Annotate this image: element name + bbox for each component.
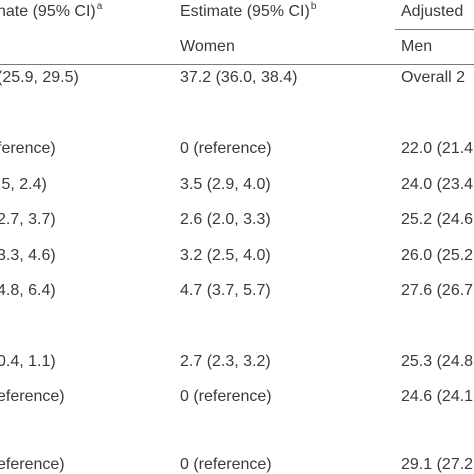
table-cell: 0 (reference) — [180, 140, 272, 157]
column-header-text: nate (95% CI) — [0, 3, 96, 20]
table-header-rule — [0, 64, 474, 65]
table-cell: 3.3, 4.6) — [0, 247, 56, 264]
table-cell: 3.5 (2.9, 4.0) — [180, 176, 271, 193]
column-header-text: Estimate (95% CI) — [180, 3, 310, 20]
subheader-men: Men — [401, 38, 433, 55]
table-cell: 2.7, 3.7) — [0, 211, 56, 228]
column-header-estimate-a: nate (95% CI)a — [0, 1, 103, 23]
table-cell: 25.2 (24.6 — [401, 211, 474, 228]
table-cell: eference) — [0, 456, 65, 473]
table-cell: 37.2 (36.0, 38.4) — [180, 69, 298, 86]
table-cell: 26.0 (25.2 — [401, 247, 474, 264]
table-cell: .5, 2.4) — [0, 176, 47, 193]
table-cell: 27.6 (26.7 — [401, 282, 474, 299]
table-cell: 0 (reference) — [180, 388, 272, 405]
table-cell: 0.4, 1.1) — [0, 353, 56, 370]
footnote-marker: a — [96, 1, 103, 12]
table-cell: 29.1 (27.2 — [401, 456, 474, 473]
table-cell: 25.3 (24.8 — [401, 353, 474, 370]
table-cell: 24.6 (24.1 — [401, 388, 474, 405]
header-divider — [395, 29, 474, 30]
table-cell: 22.0 (21.4 — [401, 140, 474, 157]
table-cell: 4.7 (3.7, 5.7) — [180, 282, 271, 299]
table-cell: 2.7 (2.3, 3.2) — [180, 353, 271, 370]
table-cell: ference) — [0, 140, 56, 157]
table-cell: 2.6 (2.0, 3.3) — [180, 211, 271, 228]
table-cell: 4.8, 6.4) — [0, 282, 56, 299]
table-cell: (25.9, 29.5) — [0, 69, 79, 86]
table-cell: eference) — [0, 388, 65, 405]
column-header-estimate-b: Estimate (95% CI)b — [180, 1, 317, 23]
table-cell: 3.2 (2.5, 4.0) — [180, 247, 271, 264]
subheader-women: Women — [180, 38, 235, 55]
column-header-adjusted: Adjusted — [401, 3, 464, 20]
table-cell: 24.0 (23.4 — [401, 176, 474, 193]
table-cell: Overall 2 — [401, 69, 466, 86]
table-cell: 0 (reference) — [180, 456, 272, 473]
footnote-marker: b — [310, 1, 317, 12]
